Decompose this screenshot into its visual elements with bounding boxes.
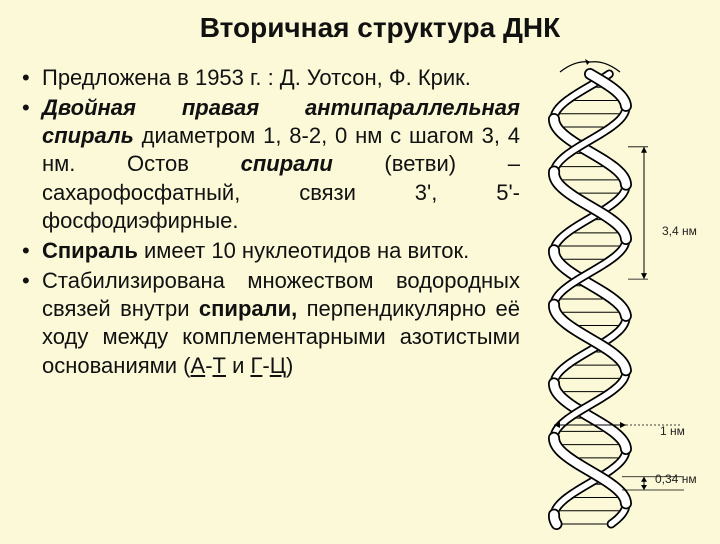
bullet-list: Предложена в 1953 г. : Д. Уотсон, Ф. Кри… [20, 64, 520, 380]
bullet-item: Двойная правая антипараллельная спираль … [20, 94, 520, 235]
rise-label: 0,34 нм [655, 472, 697, 486]
bullet-item: Предложена в 1953 г. : Д. Уотсон, Ф. Кри… [20, 64, 520, 92]
bullet-item: Спираль имеет 10 нуклеотидов на виток. [20, 237, 520, 265]
bullet-item: Стабилизирована множеством водородных св… [20, 267, 520, 380]
helix-svg [530, 54, 700, 544]
figure-column: 3,4 нм 1 нм 0,34 нм [530, 64, 700, 382]
content-row: Предложена в 1953 г. : Д. Уотсон, Ф. Кри… [20, 64, 700, 382]
pitch-label: 3,4 нм [662, 224, 697, 238]
dna-helix-figure: 3,4 нм 1 нм 0,34 нм [530, 54, 700, 544]
page-title: Вторичная структура ДНК [60, 12, 700, 44]
diameter-label: 1 нм [660, 424, 685, 438]
text-column: Предложена в 1953 г. : Д. Уотсон, Ф. Кри… [20, 64, 520, 382]
